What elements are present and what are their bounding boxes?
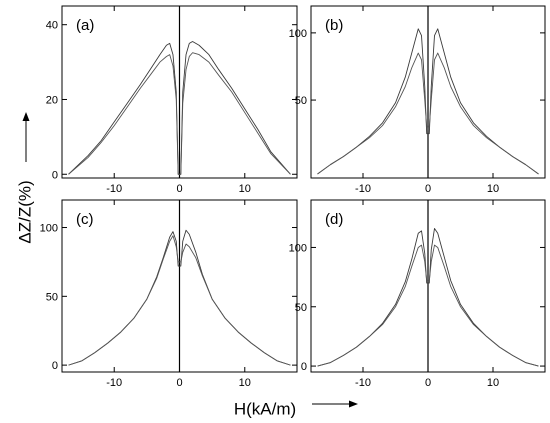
x-tick-label: 0 (425, 183, 431, 195)
y-tick-label: 100 (289, 242, 307, 254)
series-line-2 (317, 52, 539, 175)
x-tick-label: -10 (106, 377, 122, 389)
y-tick-label: 0 (52, 169, 58, 181)
x-tick-label: 0 (425, 377, 431, 389)
series-line-2 (68, 52, 291, 175)
panel-label: (d) (325, 211, 343, 228)
y-tick-label: 50 (46, 291, 58, 303)
panel-label: (a) (76, 17, 94, 34)
x-tick-label: 0 (176, 377, 182, 389)
y-tick-label: 50 (295, 302, 307, 314)
x-tick-label: 0 (176, 183, 182, 195)
x-tick-label: 10 (487, 183, 499, 195)
series-line-2 (68, 235, 291, 366)
x-tick-label: 10 (239, 183, 251, 195)
y-tick-label: 0 (52, 360, 58, 372)
x-axis-title: H(kA/m) (234, 399, 296, 418)
x-tick-label: 10 (487, 377, 499, 389)
x-tick-label: -10 (355, 377, 371, 389)
y-tick-label: 100 (289, 28, 307, 40)
panel-b: -10 0 10 50 100 (b) (289, 5, 546, 195)
x-tick-label: 10 (239, 377, 251, 389)
y-tick-label: 40 (46, 20, 58, 32)
panel-label: (b) (325, 17, 343, 34)
x-tick-label: -10 (355, 183, 371, 195)
y-axis-arrow (22, 112, 30, 162)
y-tick-label: 100 (40, 223, 58, 235)
y-tick-label: 50 (295, 95, 307, 107)
panel-label: (c) (76, 211, 94, 228)
x-axis-arrow (312, 400, 358, 408)
series-line-2 (317, 244, 539, 367)
y-tick-label: 0 (301, 361, 307, 373)
y-axis-title: ΔZ/Z(%) (15, 180, 34, 243)
panel-a: -10 0 10 0 20 40 (a) (46, 5, 298, 195)
y-tick-label: 20 (46, 94, 58, 106)
x-tick-label: -10 (106, 183, 122, 195)
series-line-1 (317, 28, 539, 175)
